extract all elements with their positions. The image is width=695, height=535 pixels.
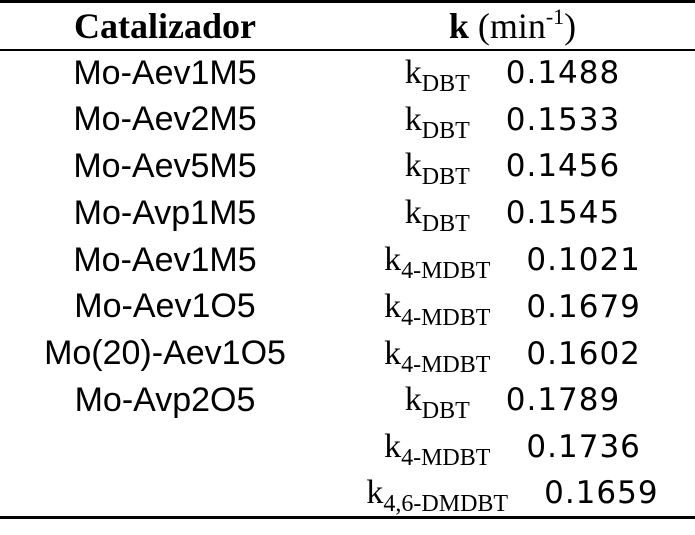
k-value: 0.1488: [505, 55, 621, 92]
k-cell: k4-MDBT 0.1021: [330, 237, 695, 284]
k-symbol: k4-MDBT: [384, 287, 490, 330]
unit-close: ): [564, 5, 577, 46]
catalyst: Mo-Aev5M5: [73, 146, 257, 185]
k-subscript: 4-MDBT: [401, 445, 491, 472]
k-entry: kDBT 0.1545: [404, 194, 621, 236]
row: Mo-Aev2M5 kDBT 0.1533: [0, 96, 695, 143]
k-symbol: kDBT: [404, 147, 470, 189]
k-base: k: [366, 474, 384, 512]
row: k4-MDBT 0.1736: [0, 424, 695, 471]
k-entry: k4,6-DMDBT 0.1659: [366, 474, 659, 516]
row: Mo-Aev5M5 kDBT 0.1456: [0, 143, 695, 190]
k-cell: kDBT 0.1533: [330, 96, 695, 143]
k-symbol: k4-MDBT: [384, 334, 490, 377]
k-entry: k4-MDBT 0.1679: [384, 287, 641, 330]
k-symbol: k4-MDBT: [384, 428, 490, 470]
k-subscript: 4-MDBT: [401, 258, 491, 285]
k-symbol: kDBT: [404, 381, 470, 423]
row: Mo-Aev1M5 k4-MDBT 0.1021: [0, 237, 695, 284]
rate-table: Catalizador k (min-1) Mo-Aev1M5 kDBT 0.148…: [0, 0, 695, 519]
row: Mo-Aev1O5 k4-MDBT 0.1679: [0, 283, 695, 330]
catalyst: Mo-Avp1M5: [73, 193, 257, 232]
k-base: k: [404, 54, 422, 92]
k-cell: k4-MDBT 0.1679: [330, 283, 695, 330]
k-base: k: [404, 100, 422, 138]
k-symbol: kDBT: [404, 194, 470, 236]
k-entry: kDBT 0.1488: [404, 54, 621, 96]
catalyst-empty: [0, 424, 330, 471]
header-k: k (min-1): [330, 1, 695, 51]
unit-open: (min: [477, 5, 546, 46]
k-symbol: kDBT: [404, 54, 470, 96]
k-subscript: DBT: [421, 398, 470, 425]
k-cell: k4-MDBT 0.1736: [330, 424, 695, 471]
k-symbol: k: [448, 5, 469, 46]
k-value: 0.1602: [526, 335, 641, 372]
unit-exp: -1: [545, 3, 565, 29]
k-value: 0.1545: [505, 195, 621, 232]
row: Mo-Avp2O5 kDBT 0.1789: [0, 377, 695, 424]
header-row: Catalizador k (min-1): [0, 1, 695, 51]
row: Mo-Aev1M5 kDBT 0.1488: [0, 50, 695, 97]
k-cell: kDBT 0.1488: [330, 50, 695, 96]
k-value: 0.1679: [526, 288, 641, 325]
k-base: k: [404, 194, 422, 232]
k-cell: k4-MDBT 0.1602: [330, 330, 695, 377]
k-entry: k4-MDBT 0.1021: [384, 241, 641, 283]
k-symbol: k4-MDBT: [384, 241, 490, 283]
catalyst: Mo-Avp2O5: [74, 380, 256, 419]
k-cell: kDBT 0.1456: [330, 143, 695, 190]
k-base: k: [384, 428, 402, 466]
k-value: 0.1456: [505, 148, 621, 185]
k-base: k: [404, 147, 422, 185]
k-entry: kDBT 0.1789: [404, 381, 621, 423]
row: k4,6-DMDBT 0.1659: [0, 471, 695, 518]
k-entry: k4-MDBT 0.1736: [384, 428, 641, 470]
row: Mo-Avp1M5 kDBT 0.1545: [0, 190, 695, 237]
k-base: k: [384, 334, 402, 372]
k-cell: kDBT 0.1545: [330, 190, 695, 237]
k-value: 0.1533: [505, 101, 621, 138]
header-catalyst: Catalizador: [0, 1, 330, 51]
k-value: 0.1021: [526, 242, 641, 279]
k-subscript: DBT: [421, 211, 470, 238]
k-subscript: DBT: [421, 164, 470, 191]
table-header: Catalizador k (min-1): [0, 1, 695, 51]
unit: (min-1): [477, 3, 577, 46]
k-subscript: 4-MDBT: [401, 304, 491, 331]
k-cell: k4,6-DMDBT 0.1659: [330, 471, 695, 518]
k-value: 0.1789: [505, 382, 621, 419]
k-cell: kDBT 0.1789: [330, 377, 695, 424]
row: Mo(20)-Aev1O5 k4-MDBT 0.1602: [0, 330, 695, 377]
k-subscript: 4-MDBT: [401, 351, 491, 378]
k-value: 0.1736: [526, 429, 641, 466]
catalyst: Mo(20)-Aev1O5: [44, 334, 286, 373]
k-symbol: k4,6-DMDBT: [366, 474, 508, 516]
k-subscript: DBT: [421, 71, 470, 98]
k-base: k: [404, 381, 422, 419]
k-entry: kDBT 0.1456: [404, 147, 621, 189]
k-entry: kDBT 0.1533: [404, 100, 621, 143]
catalyst: Mo-Aev1M5: [73, 240, 257, 279]
k-base: k: [384, 287, 402, 325]
k-symbol: kDBT: [404, 100, 470, 143]
k-base: k: [384, 241, 402, 279]
table-body: Mo-Aev1M5 kDBT 0.1488 Mo-Aev2M5 kDBT 0.1533 Mo…: [0, 50, 695, 518]
k-subscript: 4,6-DMDBT: [383, 491, 509, 518]
catalyst-empty: [0, 471, 330, 518]
catalyst: Mo-Aev1M5: [73, 53, 257, 92]
catalyst: Mo-Aev2M5: [73, 100, 257, 139]
k-entry: k4-MDBT 0.1602: [384, 334, 641, 377]
k-subscript: DBT: [421, 117, 470, 144]
k-value: 0.1659: [544, 475, 659, 512]
catalyst: Mo-Aev1O5: [74, 287, 256, 326]
